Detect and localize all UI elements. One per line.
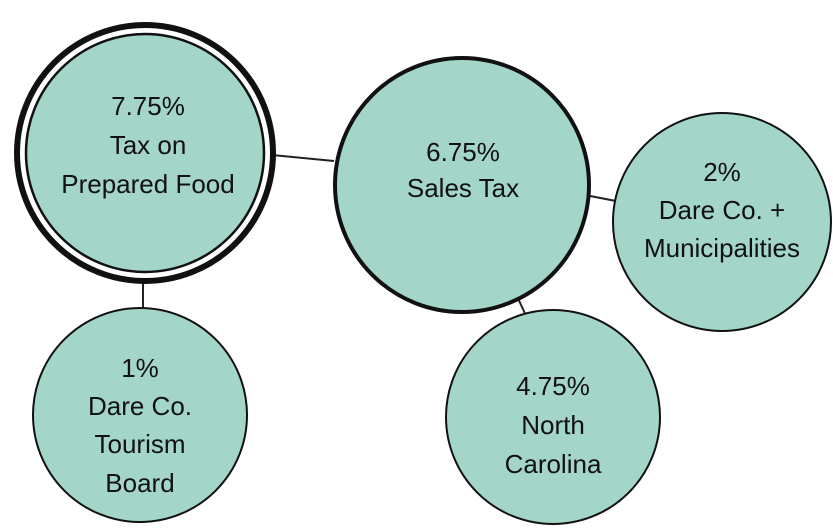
node [445, 309, 661, 525]
node-label: 6.75% [426, 137, 500, 167]
node-label: 7.75% [111, 91, 185, 121]
node-label: Board [105, 468, 174, 498]
node-label: 1% [121, 353, 159, 383]
node [32, 307, 248, 523]
edge [589, 195, 617, 202]
node-label: Dare Co. + [659, 195, 785, 225]
node-label: North [521, 410, 585, 440]
node-label: Carolina [505, 449, 602, 479]
node-label: 4.75% [516, 371, 590, 401]
node-label: Municipalities [644, 233, 800, 263]
node-label: Tax on [110, 130, 187, 160]
node-label: 2% [703, 157, 741, 187]
node-label: Tourism [94, 429, 185, 459]
node [333, 56, 591, 314]
edge [271, 154, 335, 162]
node-label: Sales Tax [407, 173, 519, 203]
node [612, 112, 832, 332]
node-label: Prepared Food [61, 169, 234, 199]
node-label: Dare Co. [88, 391, 192, 421]
node [24, 32, 266, 274]
